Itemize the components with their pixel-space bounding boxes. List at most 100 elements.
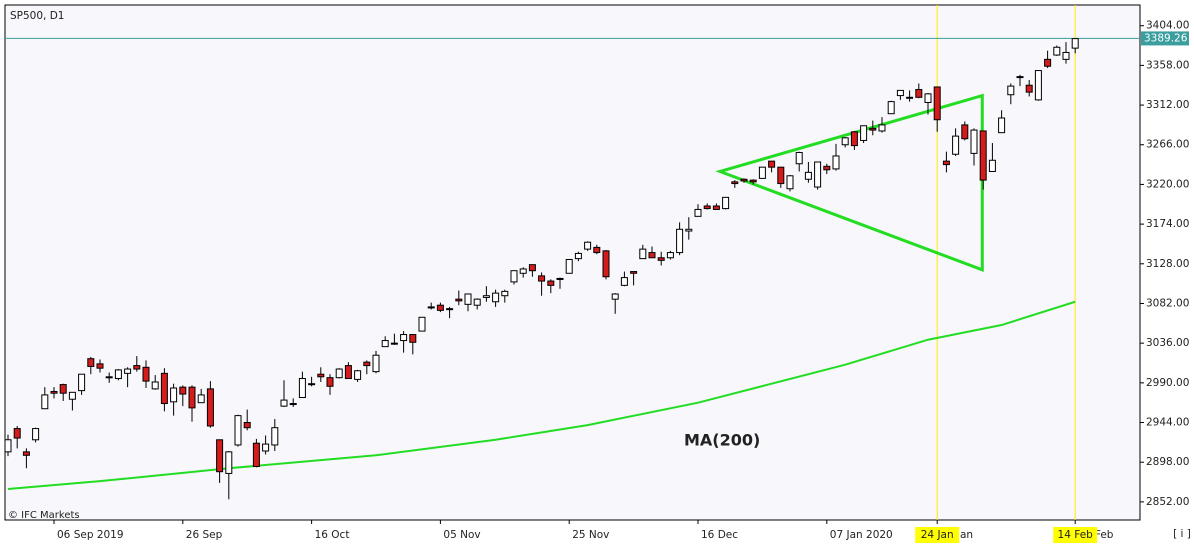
x-tick-label: 26 Sep: [186, 529, 223, 541]
candle-body: [455, 298, 463, 302]
chart-layer: 2852.00 2898.00 2944.00 2990.00 3036.00 3082.…: [4, 5, 1189, 543]
candle-body: [804, 171, 812, 180]
candle-body: [160, 372, 168, 405]
candle-body: [197, 394, 205, 404]
candle-body: [409, 334, 417, 343]
candle-body: [666, 252, 674, 259]
candle-body: [731, 181, 739, 185]
candle-body: [841, 137, 849, 146]
ma-line: [7, 300, 1076, 490]
x-tick-label: 16 Dec: [701, 529, 738, 541]
candle-body: [216, 439, 224, 473]
candle-body: [758, 166, 766, 179]
candle-body: [436, 304, 444, 311]
candle-body: [565, 258, 573, 274]
candle-body: [832, 155, 840, 170]
candle-body: [970, 129, 978, 154]
chart-title: SP500, D1: [10, 10, 64, 22]
candle-body: [602, 250, 610, 278]
candle-body: [271, 427, 279, 446]
y-tick-label: 3128.00: [1146, 258, 1189, 270]
candle-body: [657, 257, 665, 261]
candle-body: [593, 246, 601, 254]
y-tick-label: 3174.00: [1146, 218, 1189, 230]
candle-body: [1044, 58, 1052, 67]
candle-body: [703, 205, 711, 210]
candle-body: [924, 93, 932, 103]
candle-body: [179, 386, 187, 395]
candle-body: [915, 89, 923, 98]
candle-body: [400, 334, 408, 342]
candle-body: [280, 399, 288, 407]
candle-body: [584, 241, 592, 250]
candle-body: [519, 268, 527, 274]
candle-body: [961, 124, 969, 140]
candle-body: [344, 365, 352, 380]
candle-body: [124, 368, 132, 374]
x-tick-label: 25 Nov: [572, 529, 609, 541]
candle-body: [308, 383, 316, 386]
candle-body: [22, 451, 30, 456]
y-tick-label: 3082.00: [1146, 297, 1189, 309]
candle-body: [906, 96, 914, 99]
y-tick-label: 3266.00: [1146, 139, 1189, 151]
candle-body: [133, 365, 141, 370]
candle-body: [639, 248, 647, 260]
candle-body: [630, 271, 638, 274]
candle-body: [1071, 38, 1079, 49]
candle-body: [860, 125, 868, 141]
candle-body: [262, 443, 270, 452]
candle-body: [786, 175, 794, 190]
candle-body: [78, 373, 86, 392]
candle-body: [170, 387, 178, 403]
candle-body: [878, 124, 886, 132]
candle-body: [59, 384, 67, 394]
candle-body: [1025, 84, 1033, 93]
candle-body: [952, 135, 960, 155]
footer: © IFC Markets: [8, 510, 80, 521]
y-tick-label: 2898.00: [1146, 456, 1189, 468]
y-tick-label: 2990.00: [1146, 377, 1189, 389]
candle-body: [850, 131, 858, 147]
candle-body: [418, 316, 426, 332]
candle-body: [933, 86, 941, 121]
candle-body: [335, 368, 343, 379]
candle-body: [50, 390, 58, 394]
candle-body: [768, 160, 776, 168]
y-tick-label: 2852.00: [1146, 496, 1189, 508]
candle-body: [722, 196, 730, 210]
candle-body: [243, 422, 251, 429]
last-price-label: 3389.26: [1144, 32, 1188, 44]
candle-body: [446, 308, 454, 311]
marker-label: 14 Feb: [1058, 529, 1094, 541]
candle-body: [528, 264, 536, 272]
candle-body: [354, 370, 362, 380]
candle-body: [41, 394, 49, 410]
candle-body: [96, 363, 104, 369]
candle-body: [206, 388, 214, 427]
candle-body: [142, 366, 150, 382]
candle-body: [363, 361, 371, 367]
candle-body: [547, 280, 555, 286]
candle-body: [814, 161, 822, 188]
marker-label: 24 Jan: [921, 529, 954, 541]
candle-body: [749, 179, 757, 183]
ma-label: MA(200): [684, 431, 760, 450]
y-tick-label: 2944.00: [1146, 417, 1189, 429]
candle-body: [1016, 76, 1024, 79]
candle-body: [32, 428, 40, 441]
candle-body: [510, 270, 518, 283]
candle-body: [676, 228, 684, 254]
candle-body: [556, 277, 564, 280]
x-tick-label: 06 Sep 2019: [57, 529, 124, 541]
candle-body: [740, 178, 748, 182]
candle-body: [795, 152, 803, 165]
candle-body: [979, 130, 987, 181]
candle-body: [896, 89, 904, 97]
candle-body: [372, 354, 380, 373]
info-button[interactable]: [ i ]: [1173, 528, 1191, 540]
x-tick-label: 07 Jan 2020: [830, 529, 893, 541]
candle-body: [87, 358, 95, 367]
candle-body: [611, 293, 619, 300]
